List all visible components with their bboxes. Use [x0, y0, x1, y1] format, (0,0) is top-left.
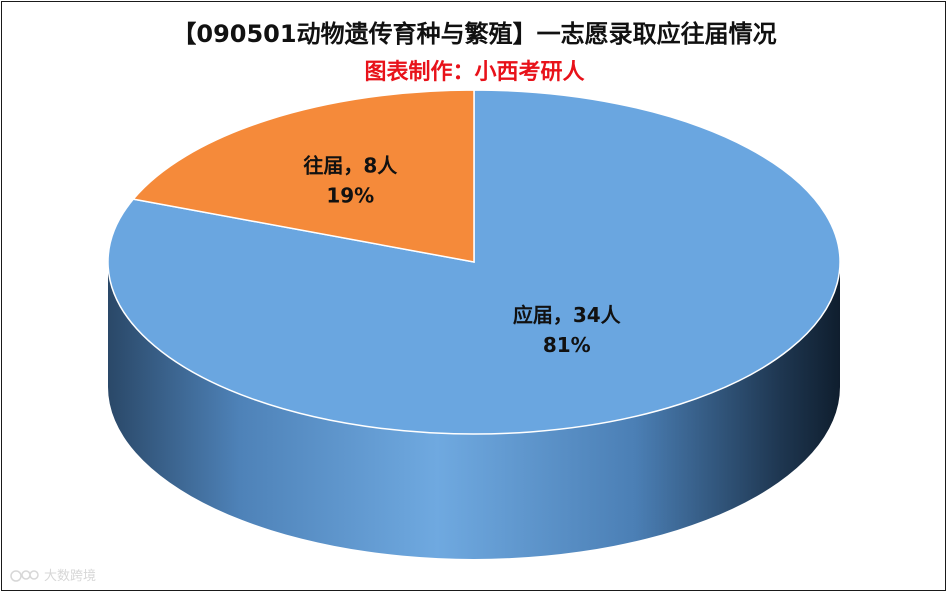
pie-slices — [107, 89, 841, 435]
chart-title: 【090501动物遗传育种与繁殖】一志愿录取应往届情况 — [172, 20, 777, 48]
pie-labels: 应届，34人 81% 往届，8人 19% — [303, 154, 621, 357]
watermark-text: 大数跨境 — [44, 569, 97, 584]
pie-side-wall-shape — [108, 262, 840, 559]
slice-percent-fresh: 81% — [543, 333, 591, 357]
slice-label-previous: 往届，8人 — [303, 154, 398, 178]
logo-icon — [10, 569, 39, 582]
pie-side-wall — [108, 262, 840, 559]
pie-slice-1 — [131, 89, 475, 263]
slice-label-fresh: 应届，34人 — [513, 303, 622, 327]
chart-subtitle: 图表制作：小西考研人 — [364, 60, 585, 85]
watermark: 大数跨境 — [10, 565, 96, 584]
slice-percent-previous: 19% — [326, 184, 374, 208]
